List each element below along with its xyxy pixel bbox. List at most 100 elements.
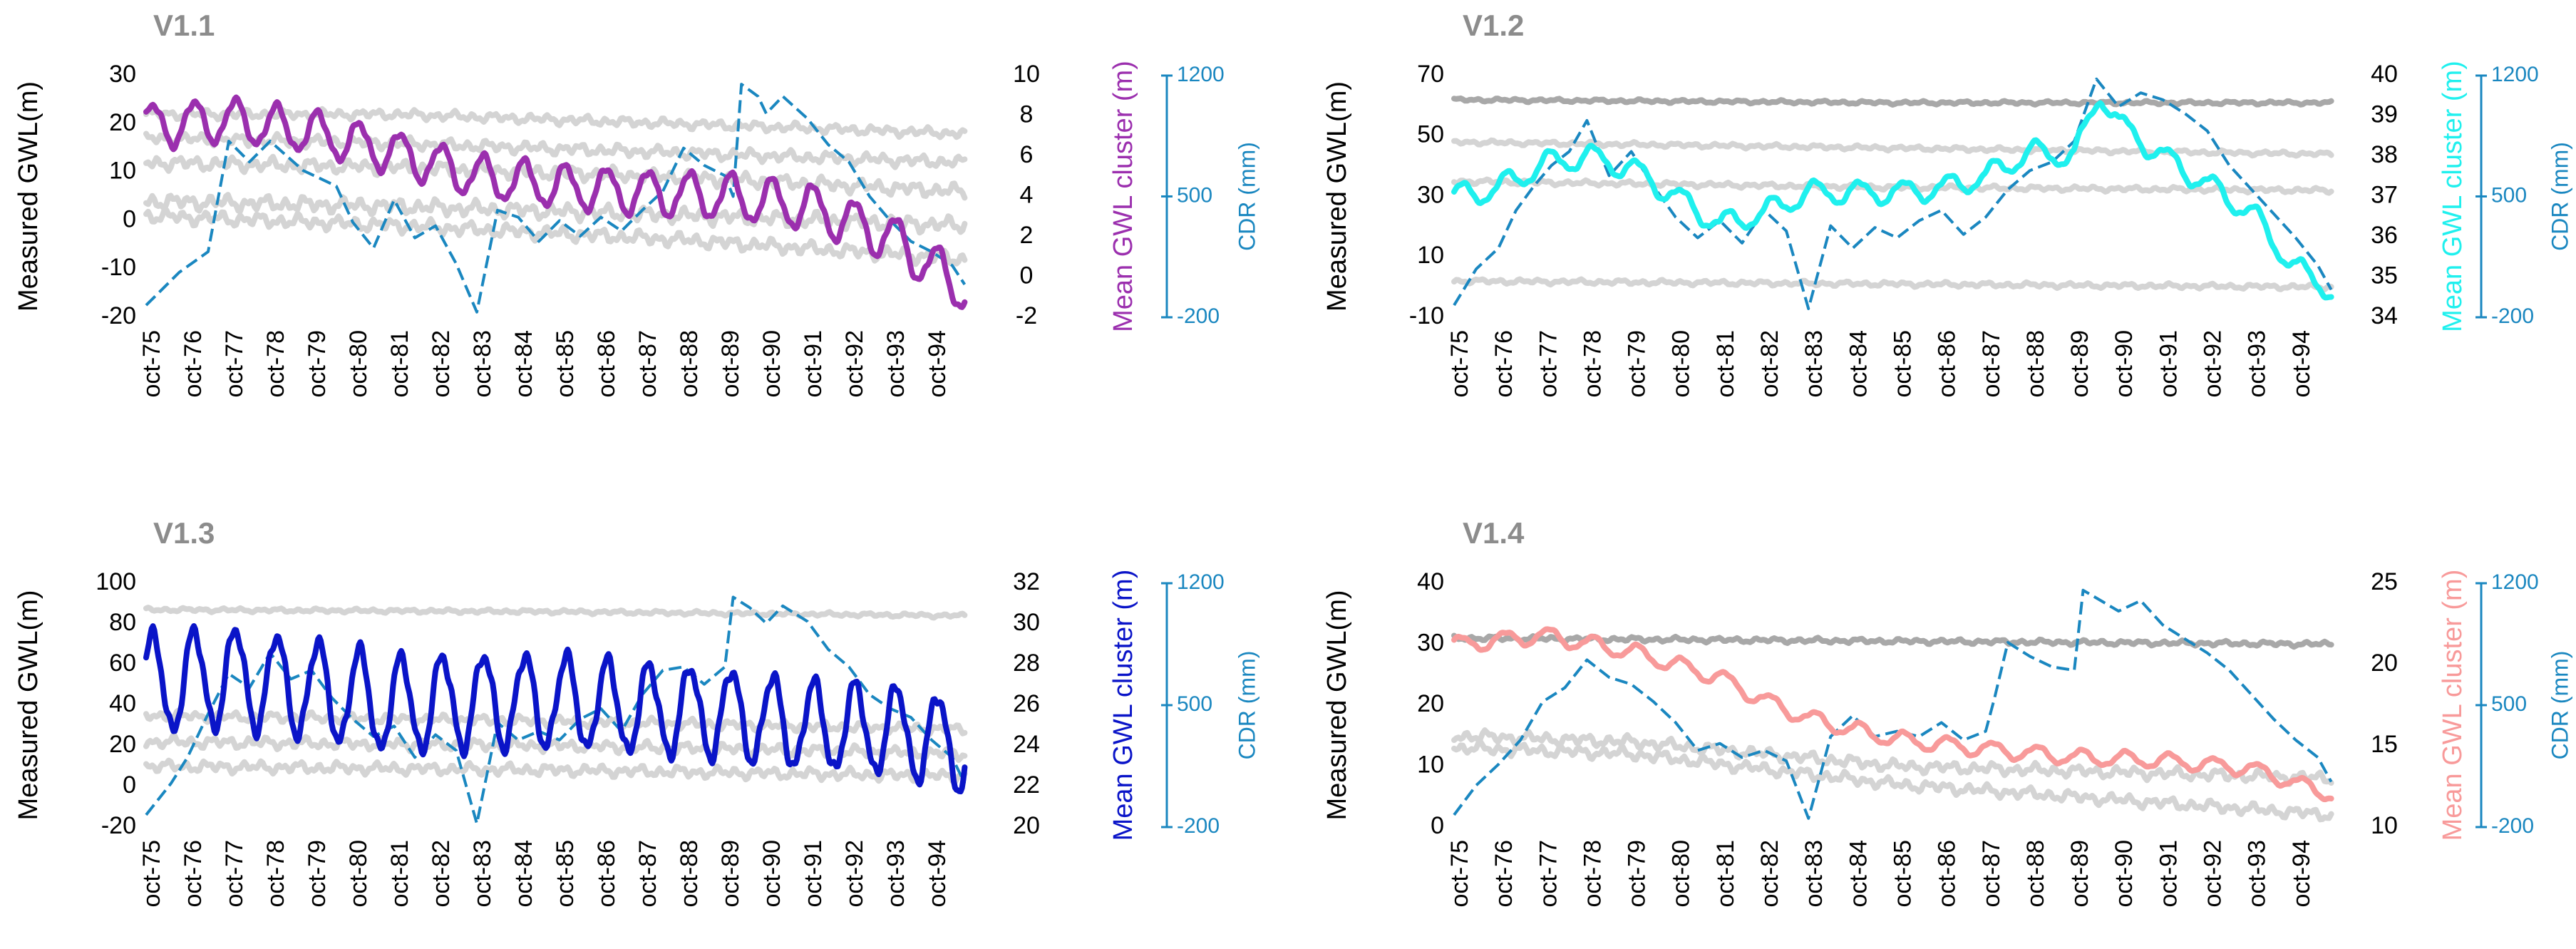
panel-title: V1.2	[1463, 9, 1524, 42]
gray-series-well-4	[143, 757, 968, 786]
mean-gwl-series	[143, 94, 968, 310]
x-tick-label: oct-78	[1579, 840, 1606, 908]
panel-title: V1.4	[1463, 516, 1525, 550]
cdr-series	[1453, 77, 2333, 310]
mean-gwl-series	[1451, 100, 2334, 301]
x-tick-label: oct-92	[2200, 330, 2227, 398]
gray-series-well-2	[1451, 137, 2334, 159]
x-tick-label: oct-89	[717, 840, 744, 908]
y-tick-label-left: 30	[1417, 181, 1444, 208]
x-tick-label: oct-90	[758, 840, 785, 908]
x-tick-label: oct-87	[634, 840, 661, 908]
x-tick-label: oct-75	[138, 330, 165, 398]
y-tick-label-left: 40	[109, 690, 136, 717]
x-tick-label: oct-83	[1800, 840, 1828, 908]
x-tick-label: oct-82	[428, 840, 455, 908]
x-tick-label: oct-76	[1490, 330, 1518, 398]
x-tick-label: oct-91	[2155, 840, 2182, 908]
x-tick-label: oct-83	[469, 840, 496, 908]
y-tick-label-mid: 26	[1013, 690, 1040, 717]
y-tick-label-right: -200	[1177, 304, 1220, 328]
y-tick-label-left: 20	[1417, 690, 1444, 717]
panel-v12: V1.2 Measured GWL(m) -10 10 30 50 70 34 35 36 37 38…	[1322, 9, 2572, 398]
y-tick-label-left: 10	[1417, 751, 1444, 778]
x-tick-label: oct-94	[924, 330, 951, 398]
y-tick-label-left: 10	[1417, 242, 1444, 269]
x-tick-label: oct-90	[2111, 840, 2138, 908]
y-tick-label-mid: 20	[2371, 650, 2398, 677]
y-axis-label-right: CDR (mm)	[1234, 142, 1259, 251]
panel-title: V1.1	[153, 9, 215, 42]
mean-gwl-series	[1451, 626, 2334, 803]
y-tick-label-mid: 10	[1013, 61, 1040, 88]
y-tick-label-right: 1200	[2491, 570, 2539, 594]
y-tick-label-mid: -2	[1016, 302, 1037, 329]
x-tick-label: oct-91	[800, 330, 827, 398]
y-tick-label-left: 0	[123, 205, 136, 232]
y-tick-label-mid: 10	[2371, 812, 2398, 839]
x-tick-label: oct-81	[386, 840, 413, 908]
x-tick-label: oct-81	[1712, 840, 1739, 908]
x-tick-label: oct-79	[304, 840, 331, 908]
gray-series-well-2	[1451, 727, 2334, 787]
y-tick-label-mid: 36	[2371, 222, 2398, 249]
x-tick-label: oct-86	[593, 330, 620, 398]
cdr-series	[145, 83, 967, 314]
gray-series-well-4	[1451, 276, 2334, 292]
y-axis-label-right: CDR (mm)	[2547, 142, 2572, 251]
x-tick-label: oct-84	[510, 330, 537, 398]
x-tick-label: oct-93	[2244, 840, 2271, 908]
x-tick-label: oct-78	[1579, 330, 1606, 398]
y-tick-label-left: 60	[109, 650, 136, 677]
x-tick-label: oct-78	[262, 840, 289, 908]
x-tick-label: oct-90	[2111, 330, 2138, 398]
y-axis-label-mid: Mean GWL cluster (m)	[2438, 61, 2468, 332]
y-tick-label-mid: 4	[1020, 181, 1034, 208]
y-tick-label-right: -200	[2491, 304, 2534, 328]
y-tick-label-right: 500	[1177, 183, 1212, 207]
x-tick-label: oct-91	[800, 840, 827, 908]
x-tick-label: oct-75	[1446, 330, 1473, 398]
x-tick-label: oct-77	[221, 330, 248, 398]
y-tick-label-mid: 39	[2371, 101, 2398, 128]
y-tick-label-right: 1200	[1177, 63, 1225, 86]
y-tick-label-mid: 30	[1013, 609, 1040, 636]
x-tick-label: oct-76	[180, 840, 207, 908]
x-tick-label: oct-85	[1889, 840, 1916, 908]
y-tick-label-right: 500	[2491, 183, 2527, 207]
y-tick-label-left: -20	[101, 302, 136, 329]
y-tick-label-mid: 24	[1013, 731, 1040, 758]
y-tick-label-right: -200	[2491, 814, 2534, 838]
y-axis-label-right: CDR (mm)	[1234, 651, 1259, 760]
x-tick-label: oct-84	[1845, 840, 1872, 908]
x-tick-label: oct-94	[924, 840, 951, 908]
x-tick-label: oct-88	[676, 330, 703, 398]
x-tick-label: oct-80	[345, 330, 372, 398]
y-axis-label-mid: Mean GWL cluster (m)	[1108, 61, 1138, 332]
y-axis-label-left: Measured GWL(m)	[1322, 81, 1352, 312]
x-tick-label: oct-94	[2288, 840, 2315, 908]
x-tick-label: oct-89	[717, 330, 744, 398]
x-tick-label: oct-86	[1934, 840, 1961, 908]
x-tick-label: oct-92	[2200, 840, 2227, 908]
y-tick-label-mid: 38	[2371, 141, 2398, 168]
x-tick-label: oct-88	[676, 840, 703, 908]
y-tick-label-left: 30	[1417, 629, 1444, 656]
x-tick-label: oct-80	[345, 840, 372, 908]
y-axis-label-left: Measured GWL(m)	[14, 590, 43, 820]
y-tick-label-mid: 37	[2371, 181, 2398, 208]
y-tick-label-mid: 25	[2371, 568, 2398, 595]
cdr-series	[1453, 588, 2333, 820]
x-tick-label: oct-89	[2066, 330, 2093, 398]
x-tick-label: oct-76	[1490, 840, 1518, 908]
gray-series-well-5	[143, 206, 968, 267]
y-tick-label-left: 100	[96, 568, 136, 595]
x-tick-label: oct-93	[882, 840, 910, 908]
y-tick-label-left: 80	[109, 609, 136, 636]
y-tick-label-right: 500	[2491, 692, 2527, 716]
y-tick-label-mid: 34	[2371, 302, 2398, 329]
x-tick-label: oct-93	[882, 330, 910, 398]
